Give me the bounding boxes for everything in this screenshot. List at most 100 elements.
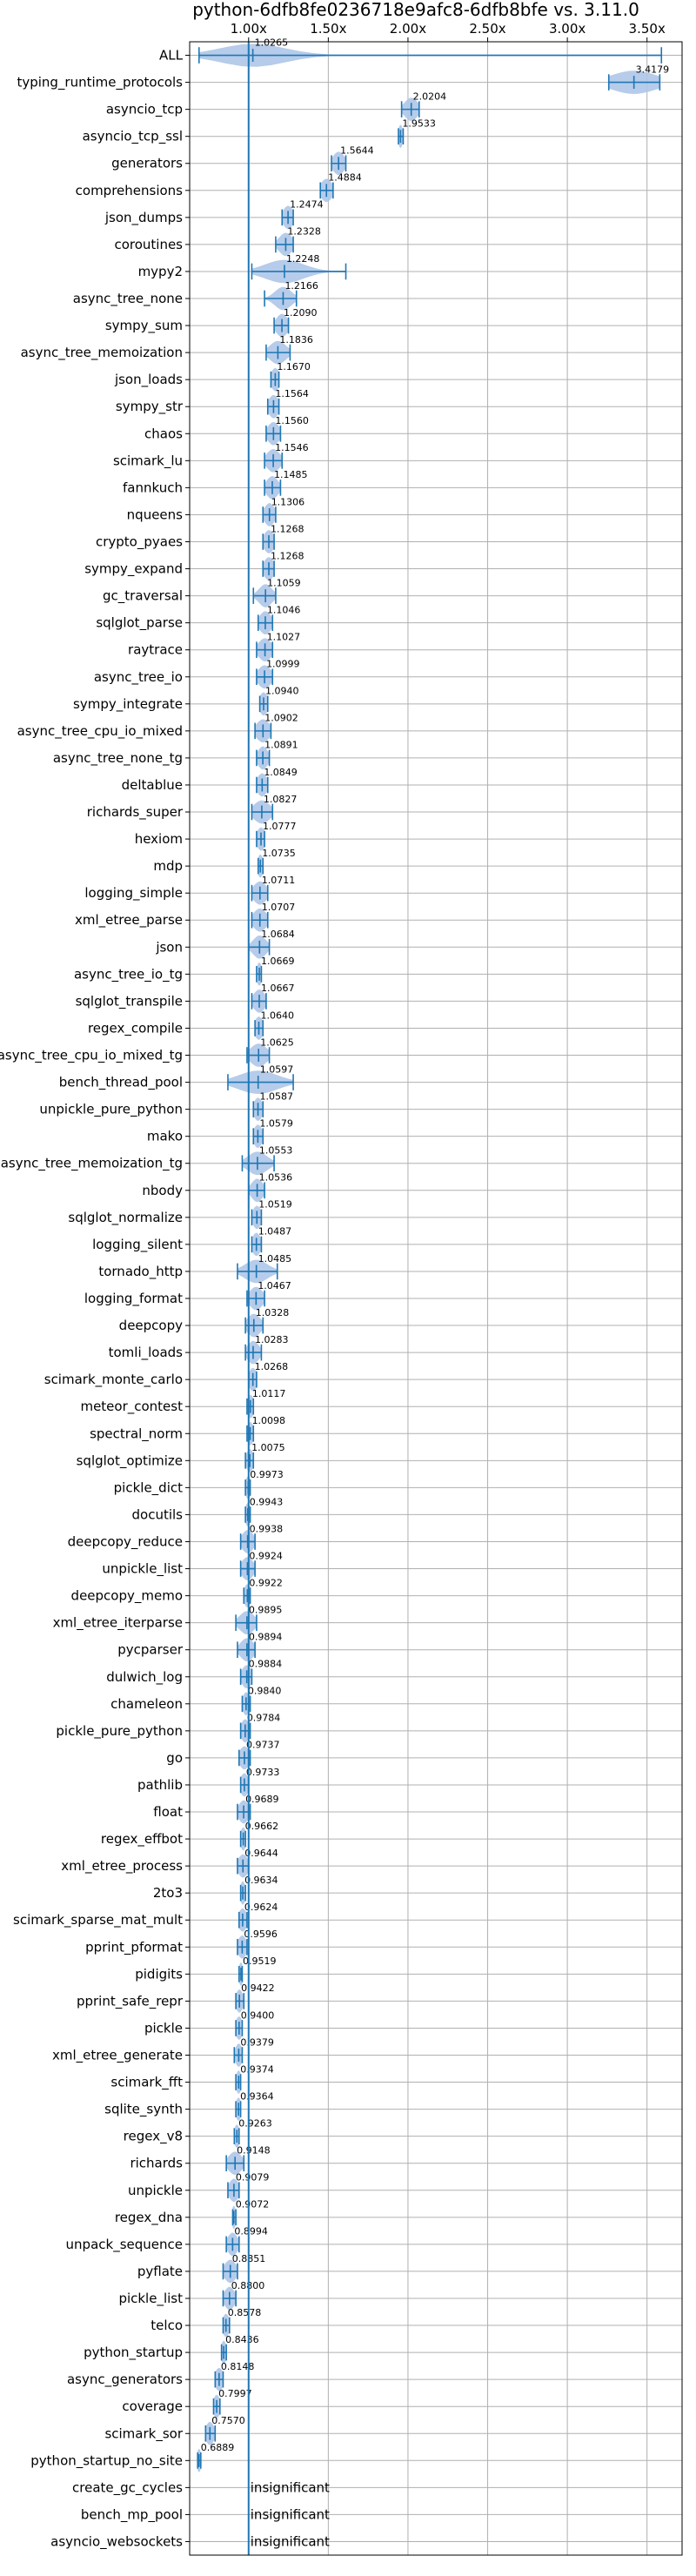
insignificant-label: insignificant bbox=[251, 2479, 330, 2495]
benchmark-name: tornado_http bbox=[98, 1264, 183, 1280]
benchmark-row: sqlglot_normalize 1.0519 bbox=[68, 1199, 292, 1230]
benchmark-row: asyncio_websockets insignificant bbox=[50, 2533, 330, 2550]
value-label: 0.9737 bbox=[246, 1740, 280, 1751]
benchmark-row: async_tree_memoization_tg 1.0553 bbox=[1, 1145, 292, 1176]
benchmark-name: generators bbox=[111, 156, 183, 171]
benchmark-name: logging_silent bbox=[92, 1237, 183, 1253]
benchmark-name: tomli_loads bbox=[109, 1345, 184, 1361]
value-label: 1.0711 bbox=[262, 875, 296, 886]
benchmark-name: json_dumps bbox=[104, 210, 183, 226]
value-label: 1.0283 bbox=[255, 1334, 289, 1345]
benchmark-name: mdp bbox=[153, 858, 183, 874]
benchmark-name: nqueens bbox=[127, 506, 183, 522]
value-label: 0.9784 bbox=[247, 1713, 281, 1724]
benchmark-row: xml_etree_generate 0.9379 bbox=[52, 2036, 274, 2067]
benchmark-name: coverage bbox=[122, 2398, 183, 2414]
value-label: 0.8436 bbox=[225, 2334, 259, 2345]
benchmark-row: crypto_pyaes 1.1268 bbox=[96, 523, 304, 553]
value-label: 1.0684 bbox=[261, 929, 295, 940]
benchmark-name: telco bbox=[151, 2318, 183, 2333]
benchmark-name: sqlite_synth bbox=[104, 2102, 183, 2118]
benchmark-name: python_startup_no_site bbox=[30, 2452, 183, 2469]
value-label: 1.1046 bbox=[267, 604, 301, 615]
value-label: 1.0075 bbox=[251, 1442, 285, 1453]
value-label: 1.1564 bbox=[275, 388, 309, 399]
benchmark-name: hexiom bbox=[135, 831, 183, 847]
value-label: 0.9644 bbox=[244, 1848, 278, 1859]
benchmark-row: xml_etree_process 0.9644 bbox=[61, 1848, 278, 1878]
value-label: 0.9922 bbox=[249, 1577, 283, 1588]
value-label: 1.0328 bbox=[256, 1307, 290, 1318]
value-label: 0.9924 bbox=[249, 1550, 283, 1561]
benchmark-row: pycparser 0.9894 bbox=[117, 1632, 282, 1661]
value-label: 0.9624 bbox=[244, 1902, 278, 1913]
value-label: 1.2090 bbox=[284, 307, 318, 319]
benchmark-row: unpickle_list 0.9924 bbox=[102, 1550, 283, 1580]
value-label: 1.0625 bbox=[260, 1036, 294, 1048]
benchmark-row: logging_format 1.0467 bbox=[84, 1280, 291, 1311]
benchmark-name: regex_effbot bbox=[101, 1831, 183, 1848]
benchmark-name: async_tree_memoization bbox=[21, 345, 183, 361]
value-label: 1.0587 bbox=[260, 1090, 294, 1102]
benchmark-name: sqlglot_optimize bbox=[77, 1452, 183, 1469]
value-label: 0.9733 bbox=[246, 1767, 280, 1778]
value-label: 1.1268 bbox=[271, 523, 304, 534]
value-label: 3.4179 bbox=[636, 64, 670, 75]
value-label: 1.0707 bbox=[262, 902, 296, 913]
benchmark-name: json bbox=[155, 939, 183, 955]
value-label: 0.9938 bbox=[250, 1523, 284, 1534]
benchmark-name: deepcopy bbox=[119, 1318, 183, 1333]
benchmark-row: scimark_monte_carlo 1.0268 bbox=[44, 1361, 288, 1392]
value-label: 1.0940 bbox=[265, 686, 299, 697]
benchmark-row: spectral_norm 1.0098 bbox=[90, 1415, 285, 1446]
benchmark-row: unpack_sequence 0.8994 bbox=[66, 2226, 268, 2257]
benchmark-row: tomli_loads 1.0283 bbox=[109, 1334, 289, 1365]
benchmark-name: unpack_sequence bbox=[66, 2237, 183, 2253]
benchmark-row: sympy_str 1.1564 bbox=[116, 388, 309, 419]
benchmark-name: xml_etree_process bbox=[61, 1858, 183, 1875]
plot-frame bbox=[189, 41, 683, 2556]
benchmark-name: async_tree_cpu_io_mixed bbox=[17, 723, 183, 740]
benchmark-name: chaos bbox=[144, 426, 183, 441]
value-label: 1.0902 bbox=[264, 713, 298, 724]
benchmark-row: go 0.9737 bbox=[166, 1740, 280, 1770]
benchmark-name: 2to3 bbox=[153, 1885, 183, 1901]
value-label: 1.5644 bbox=[340, 145, 374, 157]
value-label: 0.9943 bbox=[250, 1496, 284, 1507]
benchmark-name: crypto_pyaes bbox=[96, 533, 183, 550]
benchmark-row: async_tree_cpu_io_mixed_tg 1.0625 bbox=[0, 1036, 294, 1067]
benchmark-name: create_gc_cycles bbox=[72, 2479, 183, 2496]
value-label: 1.0485 bbox=[258, 1253, 292, 1265]
benchmark-row: generators 1.5644 bbox=[111, 145, 374, 176]
value-label: 0.9374 bbox=[240, 2063, 274, 2075]
benchmark-row: dulwich_log 0.9884 bbox=[106, 1659, 283, 1689]
value-label: 0.7997 bbox=[218, 2388, 252, 2399]
benchmark-name: gc_traversal bbox=[103, 588, 183, 605]
benchmark-row: asyncio_tcp_ssl 1.9533 bbox=[83, 118, 436, 148]
benchmark-row: sympy_integrate 1.0940 bbox=[73, 686, 299, 716]
benchmark-name: async_tree_io bbox=[94, 669, 183, 686]
benchmark-name: sqlglot_normalize bbox=[68, 1210, 183, 1226]
benchmark-row: python_startup_no_site 0.6889 bbox=[30, 2442, 234, 2472]
value-label: 0.9148 bbox=[237, 2145, 271, 2157]
benchmark-row: scimark_lu 1.1546 bbox=[113, 442, 309, 473]
benchmark-name: meteor_contest bbox=[80, 1399, 183, 1415]
benchmark-row: bench_thread_pool 1.0597 bbox=[59, 1063, 294, 1094]
benchmark-row: comprehensions 1.4884 bbox=[76, 172, 362, 203]
benchmark-row: deepcopy_memo 0.9922 bbox=[71, 1577, 283, 1607]
benchmark-row: ALL 1.0265 bbox=[159, 37, 663, 67]
value-label: 1.0579 bbox=[259, 1117, 293, 1129]
value-label: 1.1546 bbox=[275, 442, 309, 453]
benchmark-name: coroutines bbox=[114, 237, 183, 252]
value-label: 1.1268 bbox=[271, 550, 304, 561]
x-tick-label: 3.50x bbox=[629, 21, 666, 37]
benchmark-name: async_tree_memoization_tg bbox=[1, 1156, 183, 1172]
benchmark-name: pickle_dict bbox=[114, 1479, 183, 1496]
benchmark-row: deepcopy 1.0328 bbox=[119, 1307, 290, 1338]
value-label: 0.9884 bbox=[249, 1659, 283, 1670]
benchmark-row: typing_runtime_protocols 3.4179 bbox=[17, 64, 670, 94]
benchmark-row: 2to3 0.9634 bbox=[153, 1875, 278, 1905]
value-label: 1.1836 bbox=[279, 334, 313, 345]
benchmark-violins: ALL 1.0265 typing_runtime_protocols 3.4179 a… bbox=[0, 37, 669, 2550]
value-label: 0.9662 bbox=[245, 1821, 279, 1832]
